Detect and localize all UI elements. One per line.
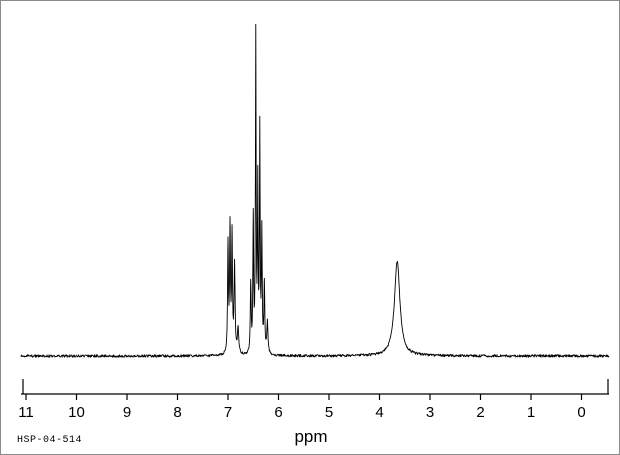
x-tick-label: 5 xyxy=(325,404,333,421)
x-tick-label: 8 xyxy=(173,404,181,421)
x-tick-label: 11 xyxy=(18,404,34,421)
x-tick-label: 9 xyxy=(123,404,131,421)
x-tick-label: 1 xyxy=(527,404,535,421)
x-tick-label: 4 xyxy=(375,404,383,421)
x-tick-label: 3 xyxy=(426,404,434,421)
spectrum-trace xyxy=(20,23,610,358)
x-tick-label: 6 xyxy=(274,404,282,421)
x-tick-label: 0 xyxy=(577,404,585,421)
x-tick-label: 2 xyxy=(476,404,484,421)
sample-id-label: HSP-04-514 xyxy=(17,435,83,446)
x-tick-label: 7 xyxy=(224,404,232,421)
x-axis-label: ppm xyxy=(294,427,328,446)
x-tick-label: 10 xyxy=(68,404,85,421)
